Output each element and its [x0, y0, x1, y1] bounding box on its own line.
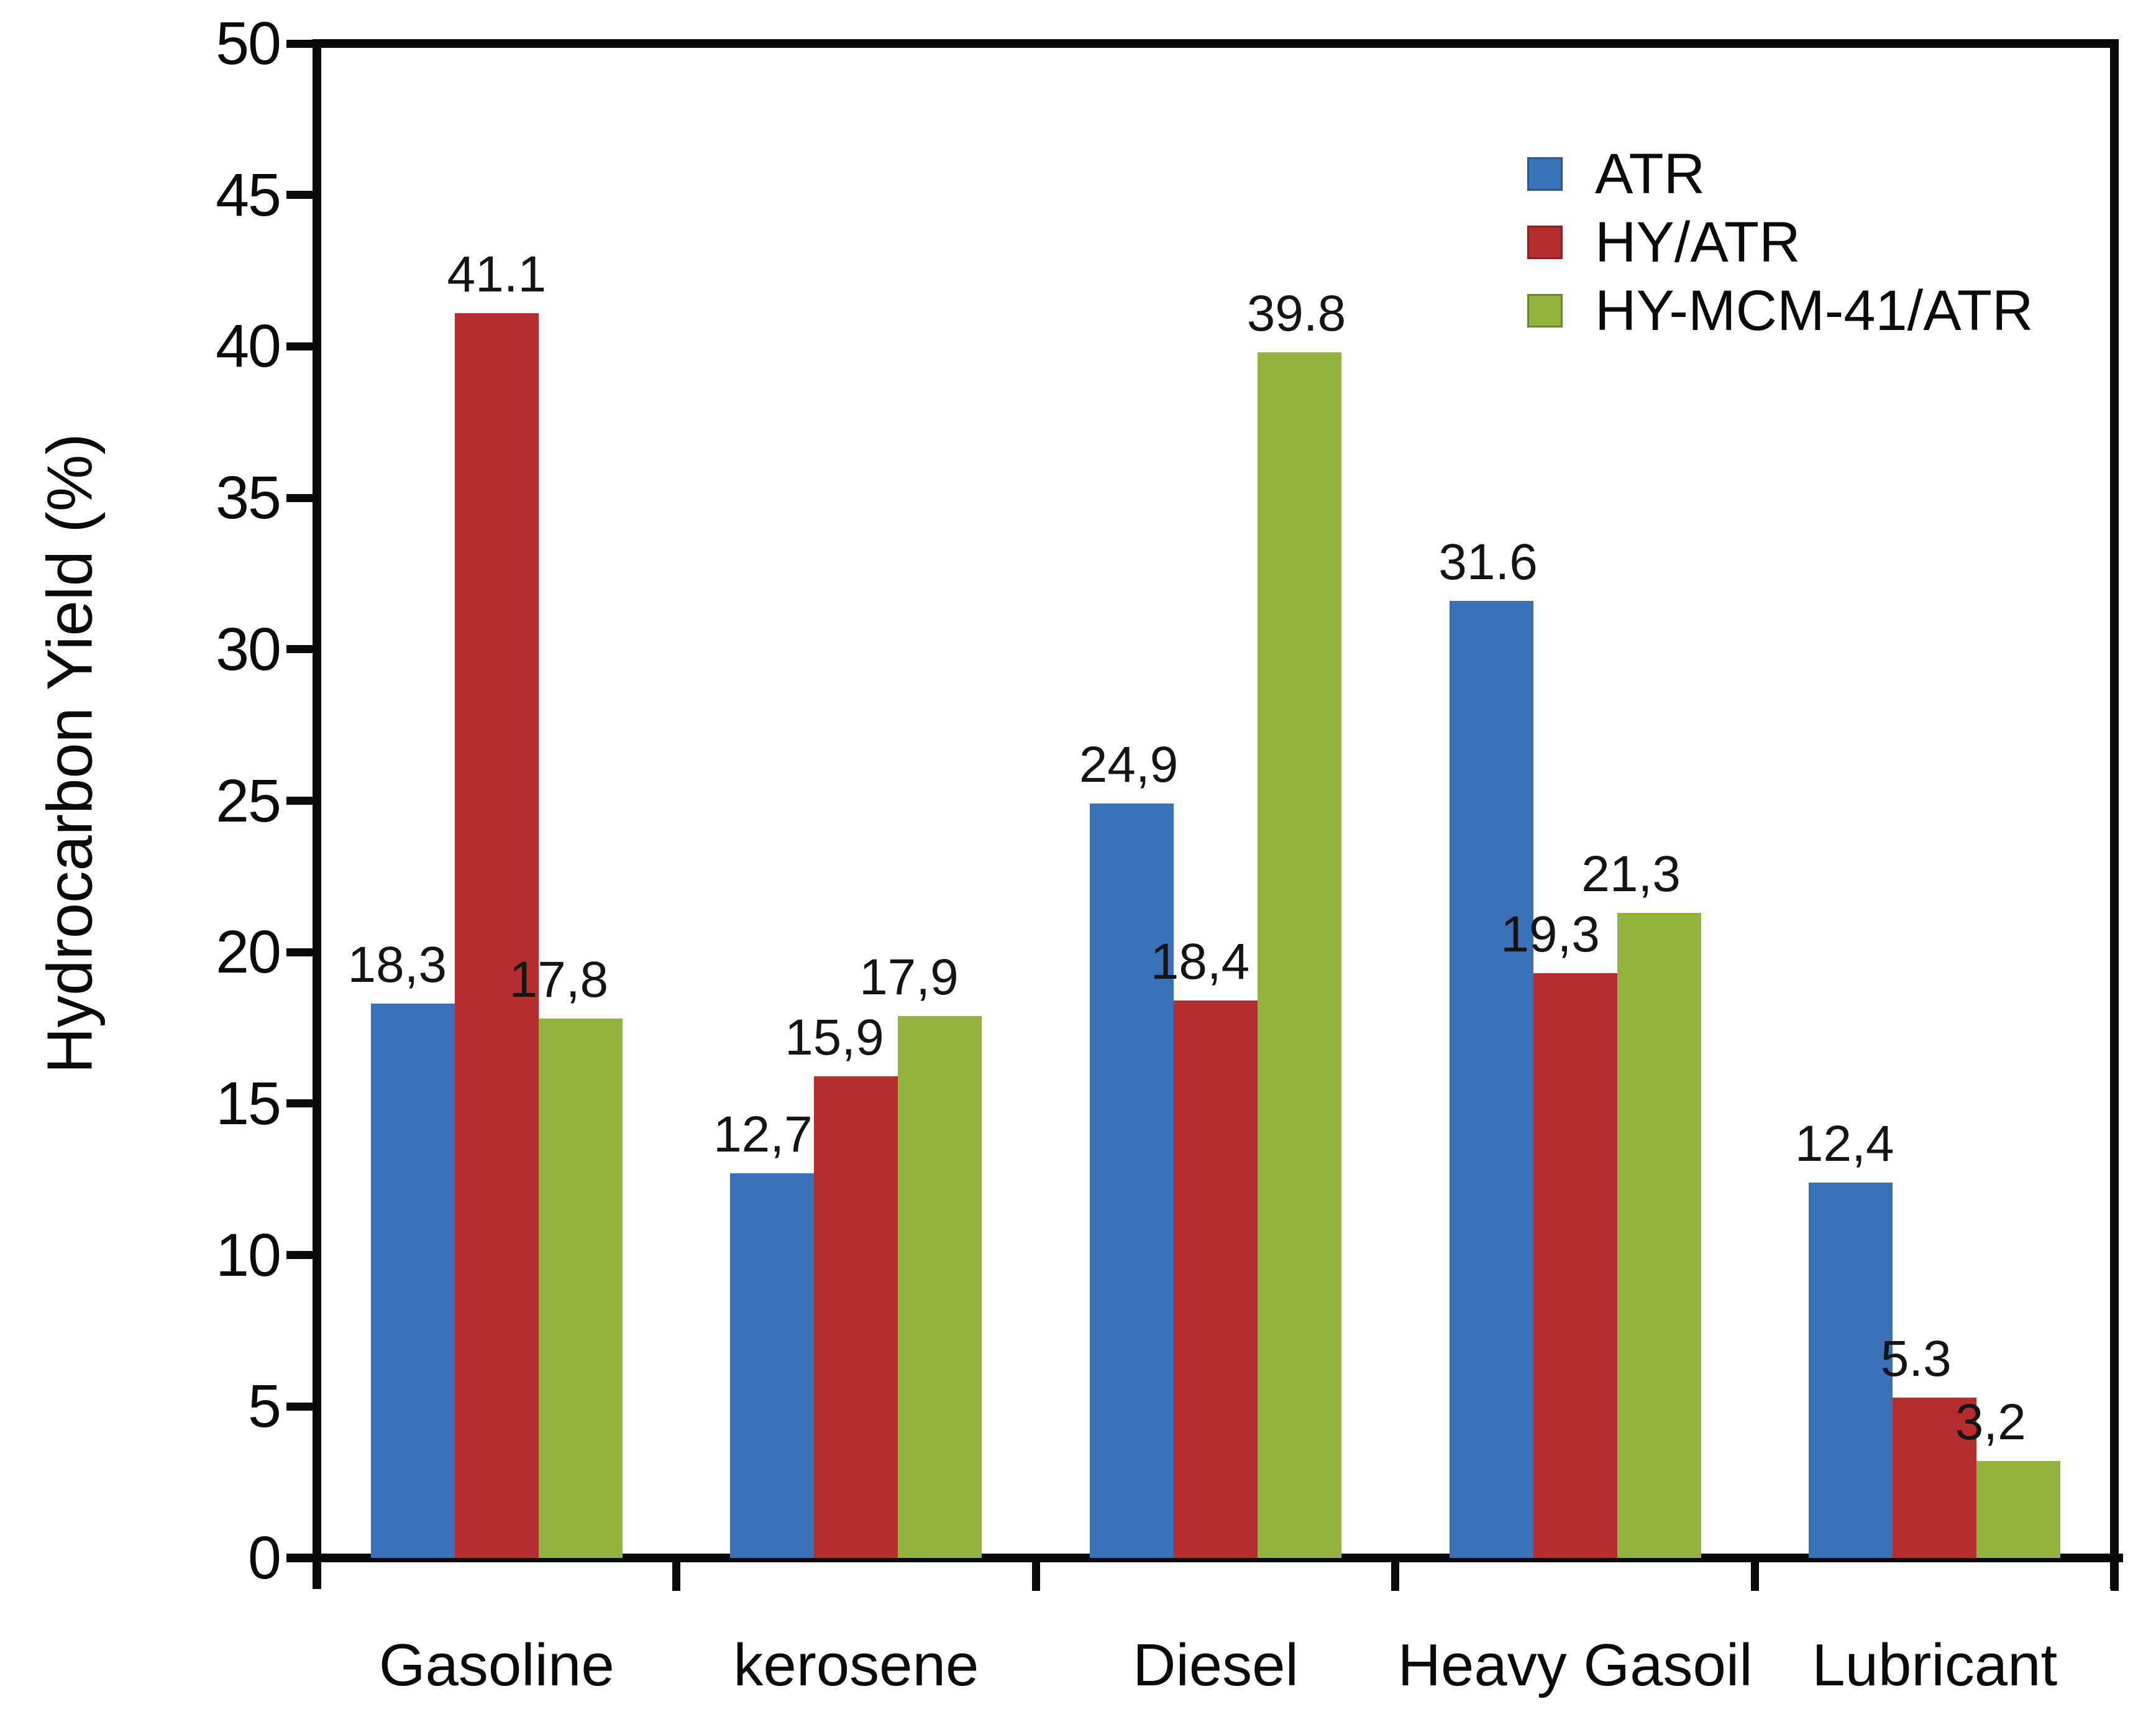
y-tick	[286, 1099, 313, 1108]
legend-swatch	[1527, 157, 1563, 191]
bar-HY-MCM-41/ATR-Lubricant	[1976, 1461, 2061, 1558]
y-tick	[286, 1251, 313, 1260]
legend: ATR HY/ATR HY-MCM-41/ATR	[1527, 140, 2033, 345]
x-tick	[1391, 1562, 1400, 1591]
bar-value-label: 41.1	[447, 245, 547, 303]
plot-top-border	[313, 39, 2119, 48]
y-axis-line	[313, 39, 321, 1589]
y-tick-label: 50	[216, 9, 281, 77]
legend-swatch	[1527, 226, 1563, 259]
y-tick-label: 35	[216, 464, 281, 532]
y-tick	[286, 1554, 313, 1562]
legend-item: HY/ATR	[1527, 208, 2033, 277]
x-tick	[672, 1562, 681, 1591]
bar-ATR-Gasoline	[370, 1004, 455, 1558]
bar-HY/ATR-Heavy Gasoil	[1533, 973, 1617, 1558]
y-tick	[286, 797, 313, 805]
bar-value-label: 18,3	[347, 937, 447, 994]
bar-value-label: 24,9	[1079, 736, 1179, 794]
legend-swatch	[1527, 294, 1563, 327]
y-tick-label: 25	[216, 766, 281, 835]
bar-value-label: 3,2	[1955, 1394, 2026, 1451]
legend-label: HY/ATR	[1595, 210, 1801, 274]
y-tick	[286, 1402, 313, 1411]
y-tick-label: 15	[216, 1069, 281, 1137]
bar-HY/ATR-Lubricant	[1893, 1397, 1977, 1558]
bar-value-label: 21,3	[1581, 845, 1681, 902]
y-tick	[286, 39, 313, 48]
bar-HY-MCM-41/ATR-kerosene	[898, 1015, 982, 1558]
bar-value-label: 17,9	[859, 948, 959, 1005]
bar-value-label: 31.6	[1438, 533, 1538, 590]
y-tick	[286, 948, 313, 956]
y-tick-label: 5	[248, 1372, 281, 1440]
y-tick	[286, 191, 313, 199]
x-category-label: kerosene	[733, 1632, 979, 1698]
y-tick-label: 45	[216, 160, 281, 229]
bar-ATR-Heavy Gasoil	[1449, 600, 1533, 1558]
x-category-label: Lubricant	[1812, 1632, 2058, 1698]
y-tick-label: 40	[216, 312, 281, 380]
bar-HY/ATR-Gasoline	[454, 313, 539, 1558]
bar-value-label: 15,9	[785, 1009, 884, 1066]
y-tick-label: 30	[216, 615, 281, 683]
bar-HY-MCM-41/ATR-Gasoline	[538, 1019, 623, 1558]
bar-HY/ATR-kerosene	[814, 1076, 898, 1558]
y-tick-label: 0	[248, 1524, 281, 1591]
y-tick	[286, 493, 313, 502]
bar-value-label: 19,3	[1501, 906, 1600, 963]
bar-value-label: 18,4	[1150, 933, 1250, 991]
bar-value-label: 12,4	[1794, 1115, 1894, 1172]
bar-value-label: 39.8	[1246, 285, 1346, 342]
legend-item: HY-MCM-41/ATR	[1527, 277, 2033, 345]
bar-value-label: 5.3	[1880, 1330, 1952, 1387]
bar-value-label: 17,8	[509, 951, 609, 1009]
bar-value-label: 12,7	[713, 1106, 813, 1163]
x-tick	[1750, 1562, 1759, 1591]
y-tick-label: 10	[216, 1221, 281, 1289]
legend-label: ATR	[1595, 142, 1706, 206]
x-category-label: Diesel	[1133, 1632, 1299, 1698]
legend-label: HY-MCM-41/ATR	[1595, 278, 2034, 342]
y-tick	[286, 645, 313, 654]
legend-item: ATR	[1527, 140, 2033, 208]
x-category-label: Heavy Gasoil	[1397, 1632, 1753, 1698]
x-category-label: Gasoline	[378, 1632, 614, 1698]
x-tick	[2110, 1562, 2119, 1591]
y-tick	[286, 342, 313, 350]
bar-ATR-Diesel	[1090, 804, 1174, 1558]
y-tick-label: 20	[216, 918, 281, 986]
bar-HY-MCM-41/ATR-Heavy Gasoil	[1617, 912, 1701, 1558]
x-tick	[1031, 1562, 1040, 1591]
bar-HY/ATR-Diesel	[1174, 1001, 1258, 1558]
bar-ATR-kerosene	[730, 1173, 815, 1558]
plot-right-border	[2110, 39, 2119, 1589]
bar-ATR-Lubricant	[1809, 1182, 1893, 1558]
bar-HY-MCM-41/ATR-Diesel	[1258, 352, 1341, 1558]
